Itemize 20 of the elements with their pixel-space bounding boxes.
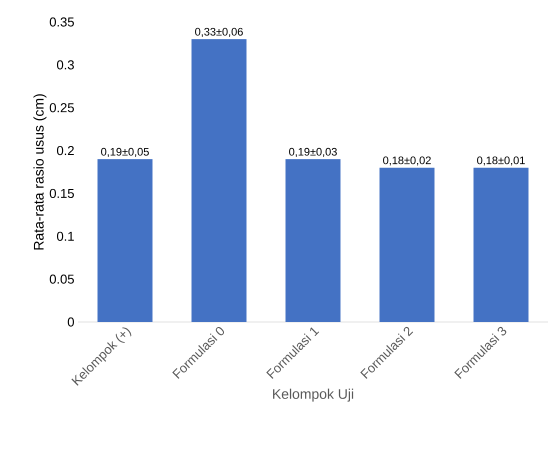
data-label: 0,19±0,03 [289, 148, 337, 157]
x-axis-title: Kelompok Uji [273, 388, 354, 402]
data-label: 0,19±0,05 [101, 148, 149, 157]
y-axis-title: Rata-rata rasio usus (cm) [33, 94, 46, 250]
y-tick-label: 0.15 [50, 188, 74, 198]
y-tick-label: 0 [68, 317, 74, 327]
bar [474, 168, 528, 322]
y-tick-label: 0.25 [50, 103, 74, 112]
bar [286, 159, 340, 322]
data-label: 0,18±0,01 [477, 156, 525, 166]
y-tick-label: 0.2 [56, 146, 74, 156]
y-tick-label: 0.3 [56, 60, 74, 70]
data-label: 0,33±0,06 [195, 28, 243, 37]
y-tick-label: 0.1 [56, 232, 74, 241]
y-tick-label: 0.05 [50, 274, 74, 284]
bar [192, 39, 246, 322]
data-label: 0,18±0,02 [383, 156, 431, 166]
bar [98, 159, 152, 322]
y-tick-label: 0.35 [50, 17, 74, 27]
bar [380, 168, 434, 322]
